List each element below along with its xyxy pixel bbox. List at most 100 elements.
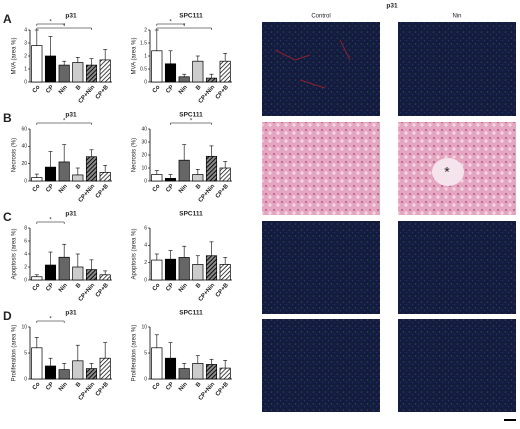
y-tick-label: 10	[141, 165, 147, 171]
bar	[164, 357, 177, 380]
bar	[31, 45, 43, 83]
necrosis-marker: *	[444, 164, 450, 180]
x-tick-label: CP+B	[95, 381, 110, 398]
y-tick-label: 40	[21, 144, 27, 150]
bar	[205, 155, 218, 182]
y-tick-label: 8	[24, 225, 27, 231]
x-tick-label: B	[75, 381, 83, 389]
x-tick-label: B	[195, 381, 203, 389]
bar	[72, 266, 84, 281]
y-tick-label: 10	[141, 324, 147, 330]
bar	[31, 276, 43, 281]
bar	[44, 365, 57, 380]
bar	[72, 174, 84, 182]
chart-title: p31	[65, 13, 77, 20]
x-tick-label: CP+B	[215, 183, 230, 200]
x-tick-label: Nin	[178, 381, 189, 393]
chart-title: SPC111	[179, 112, 203, 119]
bar	[31, 177, 43, 182]
x-tick-label: CP	[45, 381, 55, 391]
bar	[178, 368, 190, 380]
y-tick-label: 60	[21, 126, 27, 132]
y-tick-label: 1	[144, 53, 147, 59]
x-tick-label: B	[195, 84, 203, 92]
x-tick-label: CP+B	[95, 183, 110, 200]
bar	[58, 369, 70, 380]
x-tick-label: Nin	[58, 381, 69, 393]
image-column-label: Control	[311, 14, 330, 20]
y-tick-label: 0	[144, 376, 147, 382]
bar	[205, 364, 218, 380]
significance-label: *	[63, 24, 66, 30]
y-axis-label: Apoptosis (area %)	[132, 228, 138, 279]
x-tick-label: Nin	[178, 183, 189, 195]
bar	[44, 166, 57, 182]
bar	[44, 55, 57, 83]
micrograph	[398, 221, 516, 314]
y-tick-label: 4	[24, 251, 27, 257]
vessel-stain	[274, 39, 351, 89]
y-axis-label: Necrosis (%)	[12, 138, 18, 172]
micrograph	[262, 221, 380, 314]
bar	[192, 264, 204, 281]
y-tick-label: 30	[141, 139, 147, 145]
bar	[99, 357, 111, 380]
bar	[178, 159, 190, 182]
bar	[151, 174, 163, 182]
chart-title: p31	[65, 211, 77, 218]
significance-label: *	[49, 317, 52, 323]
micrographs: *	[262, 22, 516, 421]
y-tick-label: 40	[141, 126, 147, 132]
x-tick-label: Nin	[178, 282, 189, 294]
x-tick-label: Nin	[58, 84, 69, 96]
panel-label: D	[3, 309, 12, 323]
significance-bracket	[36, 320, 65, 323]
x-tick-label: Nin	[58, 282, 69, 294]
panel-label: B	[3, 111, 12, 125]
y-tick-label: 6	[24, 238, 27, 244]
y-tick-label: 2	[24, 53, 27, 59]
panel-label: A	[3, 12, 12, 26]
x-tick-label: CP	[165, 183, 175, 193]
significance-label: *	[169, 20, 172, 26]
bar	[99, 274, 111, 281]
chart-title: SPC111	[179, 13, 203, 20]
y-tick-label: 20	[21, 161, 27, 167]
bar	[178, 76, 190, 83]
bar	[151, 50, 163, 83]
x-tick-label: B	[75, 282, 83, 290]
x-tick-label: CP+B	[215, 282, 230, 299]
x-tick-label: B	[75, 84, 83, 92]
chart-title: p31	[65, 112, 77, 119]
bar	[164, 63, 177, 83]
y-tick-label: 3	[24, 40, 27, 46]
y-tick-label: 2	[144, 260, 147, 266]
bar	[85, 156, 98, 182]
y-tick-label: 0	[24, 277, 27, 283]
y-tick-label: 0.5	[140, 66, 147, 72]
y-tick-label: 6	[144, 225, 147, 231]
micrograph	[262, 22, 380, 116]
chart-title: SPC111	[179, 310, 203, 317]
bar	[58, 161, 70, 182]
y-tick-label: 2	[24, 264, 27, 270]
y-tick-label: 4	[144, 243, 147, 249]
significance-label: *	[190, 119, 193, 125]
bar	[58, 64, 70, 83]
bar	[219, 60, 231, 83]
x-tick-label: B	[75, 183, 83, 191]
bar	[151, 347, 163, 380]
bar	[99, 171, 111, 182]
chart-title: p31	[65, 310, 77, 317]
bar	[205, 255, 218, 281]
x-tick-label: CP+B	[95, 84, 110, 101]
necrosis-area	[432, 158, 464, 186]
x-tick-label: Co	[32, 84, 42, 94]
x-tick-label: CP	[45, 183, 55, 193]
x-tick-label: CP+B	[215, 84, 230, 101]
y-tick-label: 20	[141, 152, 147, 158]
significance-bracket	[170, 122, 212, 125]
bar	[85, 269, 98, 281]
y-tick-label: 5	[144, 350, 147, 356]
